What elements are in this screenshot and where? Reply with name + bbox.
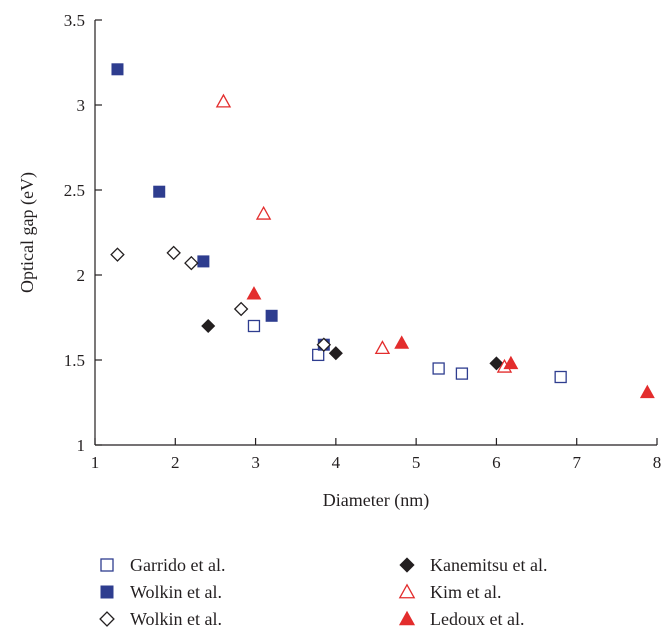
legend-item-kanemitsu: Kanemitsu et al. xyxy=(398,552,547,578)
x-tick-label: 3 xyxy=(251,453,260,472)
legend-label: Garrido et al. xyxy=(130,554,226,575)
square-filled-data-point xyxy=(265,309,278,322)
square-open-marker-icon xyxy=(100,558,114,572)
triangle-filled-data-point xyxy=(394,335,410,349)
series-5 xyxy=(246,286,655,399)
legend-item-garrido: Garrido et al. xyxy=(98,552,225,578)
square-open-data-point xyxy=(455,367,469,380)
square-open-data-point xyxy=(247,319,261,333)
diamond-open-data-point xyxy=(110,247,125,262)
diamond-open-data-point xyxy=(316,337,332,352)
legend-item-ledoux: Ledoux et al. xyxy=(398,606,524,632)
triangle-filled-data-point xyxy=(503,355,519,370)
square-open-legend-marker xyxy=(100,558,114,572)
diamond-filled-marker-icon xyxy=(399,557,415,573)
diamond-open-data-point xyxy=(166,245,181,261)
y-axis-title: Optical gap (eV) xyxy=(17,172,38,293)
x-tick-label: 2 xyxy=(171,453,180,472)
x-tick-label: 4 xyxy=(332,453,341,472)
legend-item-wolkin-diamonds: Wolkin et al. xyxy=(98,606,222,632)
data-points xyxy=(110,63,655,399)
triangle-filled-data-point xyxy=(639,384,655,399)
diamond-open-data-point xyxy=(184,255,199,271)
diamond-filled-legend-marker xyxy=(399,557,415,573)
square-filled-data-point xyxy=(153,185,166,198)
legend-label: Wolkin et al. xyxy=(130,608,223,629)
square-filled-data-point xyxy=(111,63,124,76)
legend-label: Ledoux et al. xyxy=(430,608,525,629)
triangle-open-data-point xyxy=(215,93,232,108)
triangle-filled-data-point xyxy=(246,286,262,300)
legend-item-kim: Kim et al. xyxy=(398,579,501,605)
y-tick-label: 2 xyxy=(77,266,86,285)
square-filled-data-point xyxy=(197,255,210,268)
diamond-filled-data-point xyxy=(328,346,343,361)
legend-label: Wolkin et al. xyxy=(130,581,223,602)
triangle-filled-legend-marker xyxy=(398,610,416,626)
legend-label: Kanemitsu et al. xyxy=(430,554,548,575)
square-open-data-point xyxy=(554,370,567,384)
y-tick-label: 3.5 xyxy=(64,11,85,30)
x-tick-label: 8 xyxy=(653,453,662,472)
diamond-open-data-point xyxy=(233,301,249,317)
series-4 xyxy=(215,93,513,373)
y-tick-label: 1.5 xyxy=(64,351,85,370)
diamond-open-marker-icon xyxy=(99,611,115,627)
x-tick-label: 1 xyxy=(91,453,100,472)
legend: Garrido et al. Wolkin et al. Wolkin et a… xyxy=(0,550,664,634)
x-tick-label: 7 xyxy=(572,453,581,472)
triangle-open-data-point xyxy=(374,340,391,355)
diamond-open-legend-marker xyxy=(99,611,115,627)
diamond-filled-data-point xyxy=(201,318,216,334)
legend-item-wolkin-squares: Wolkin et al. xyxy=(98,579,222,605)
y-tick-label: 2.5 xyxy=(64,181,85,200)
x-tick-label: 6 xyxy=(492,453,501,472)
axes: 1 2 3 4 5 6 7 8 1 1.5 2 2.5 3 3.5 xyxy=(64,11,662,472)
diamond-filled-data-point xyxy=(489,356,504,371)
y-tick-label: 1 xyxy=(77,436,86,455)
square-filled-legend-marker xyxy=(100,585,114,599)
square-open-data-point xyxy=(432,362,445,375)
triangle-open-legend-marker xyxy=(398,583,416,599)
x-axis-title: Diameter (nm) xyxy=(323,490,429,511)
legend-label: Kim et al. xyxy=(430,581,502,602)
square-filled-marker-icon xyxy=(100,585,114,599)
x-tick-label: 5 xyxy=(412,453,421,472)
triangle-filled-marker-icon xyxy=(398,610,416,626)
triangle-open-marker-icon xyxy=(398,583,416,599)
series-0 xyxy=(247,319,567,384)
square-open-data-point xyxy=(312,348,325,362)
series-2 xyxy=(110,245,332,352)
scatter-chart: 1 2 3 4 5 6 7 8 1 1.5 2 2.5 3 3.5 Diameter (nm) Optic… xyxy=(17,11,662,511)
y-tick-label: 3 xyxy=(77,96,86,115)
triangle-open-data-point xyxy=(255,205,272,220)
series-3 xyxy=(201,318,504,371)
